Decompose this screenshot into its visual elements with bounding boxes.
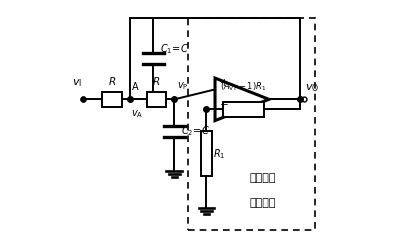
Bar bbox=[146, 92, 166, 107]
Bar bbox=[201, 131, 212, 176]
Text: $(A_{\rm VF}-1)R_1$: $(A_{\rm VF}-1)R_1$ bbox=[220, 81, 267, 93]
Bar bbox=[223, 102, 264, 117]
Text: $C_1\!=\!C$: $C_1\!=\!C$ bbox=[160, 42, 189, 56]
Text: $+$: $+$ bbox=[219, 77, 228, 88]
Bar bbox=[102, 92, 122, 107]
Text: $v_{\rm I}$: $v_{\rm I}$ bbox=[72, 78, 82, 90]
Text: $v_{\rm O}$: $v_{\rm O}$ bbox=[305, 83, 319, 94]
Text: $v_{\rm P}$: $v_{\rm P}$ bbox=[177, 80, 188, 92]
Text: $C_2\!=\!C$: $C_2\!=\!C$ bbox=[181, 124, 209, 138]
Text: $R$: $R$ bbox=[108, 75, 116, 87]
Text: $v_{\rm A}$: $v_{\rm A}$ bbox=[131, 108, 144, 120]
Text: 同相比例: 同相比例 bbox=[250, 173, 276, 183]
Text: $R_1$: $R_1$ bbox=[213, 147, 226, 160]
Text: 放大电路: 放大电路 bbox=[250, 198, 276, 208]
Text: $-$: $-$ bbox=[219, 98, 228, 108]
Text: A: A bbox=[132, 82, 139, 92]
Text: $R$: $R$ bbox=[152, 75, 160, 87]
